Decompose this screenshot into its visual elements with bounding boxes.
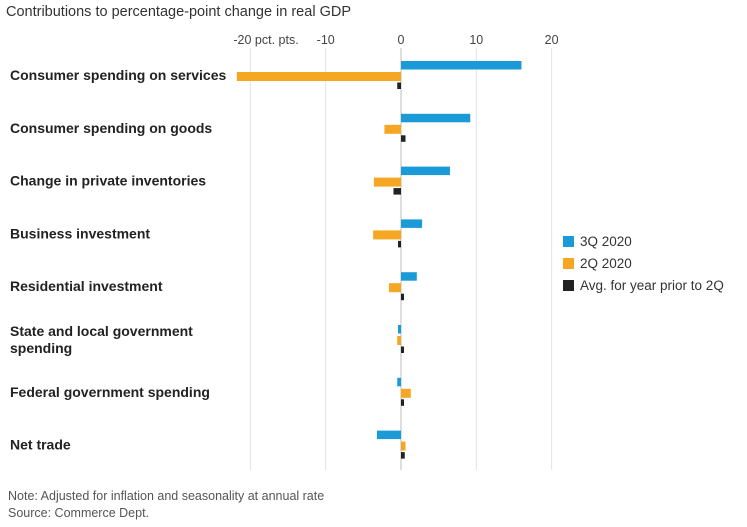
legend-label-avg-prior-year: Avg. for year prior to 2Q xyxy=(580,278,724,293)
chart-footer: Note: Adjusted for inflation and seasona… xyxy=(8,488,324,522)
category-label-3: Business investment xyxy=(10,225,150,241)
bars xyxy=(237,61,522,459)
bar-series-1-cat-6 xyxy=(401,389,411,398)
bar-series-2-cat-3 xyxy=(398,241,401,248)
bar-series-0-cat-0 xyxy=(401,61,521,70)
legend-item-3q-2020: 3Q 2020 xyxy=(563,230,724,252)
bar-series-1-cat-0 xyxy=(237,72,401,81)
category-label-0: Consumer spending on services xyxy=(10,67,226,83)
x-tick-label-1: -10 xyxy=(317,33,335,47)
legend-swatch-avg-prior-year xyxy=(563,280,574,291)
legend-item-2q-2020: 2Q 2020 xyxy=(563,252,724,274)
bar-series-2-cat-2 xyxy=(393,188,401,195)
bar-series-0-cat-7 xyxy=(377,431,401,440)
bar-series-1-cat-2 xyxy=(374,178,401,187)
legend: 3Q 2020 2Q 2020 Avg. for year prior to 2… xyxy=(563,230,724,296)
bar-series-2-cat-4 xyxy=(401,294,404,301)
legend-label-3q-2020: 3Q 2020 xyxy=(580,234,632,249)
legend-swatch-3q-2020 xyxy=(563,236,574,247)
x-tick-label-3: 10 xyxy=(469,33,483,47)
bar-series-2-cat-0 xyxy=(397,83,401,90)
category-labels: Consumer spending on services Consumer sp… xyxy=(10,67,226,453)
category-label-6: Federal government spending xyxy=(10,384,210,400)
bar-series-2-cat-7 xyxy=(401,452,405,459)
bar-series-0-cat-3 xyxy=(401,219,422,228)
category-label-5-line-1: spending xyxy=(10,340,72,356)
bar-series-2-cat-6 xyxy=(401,399,404,406)
bar-series-1-cat-5 xyxy=(397,336,401,345)
bar-series-0-cat-5 xyxy=(398,325,401,334)
category-label-7: Net trade xyxy=(10,437,71,453)
bar-series-0-cat-4 xyxy=(401,272,417,281)
x-tick-label-0: -20 pct. pts. xyxy=(233,33,298,47)
legend-item-avg-prior-year: Avg. for year prior to 2Q xyxy=(563,274,724,296)
category-label-2: Change in private inventories xyxy=(10,173,206,189)
chart-note: Note: Adjusted for inflation and seasona… xyxy=(8,488,324,505)
bar-series-1-cat-7 xyxy=(401,442,406,451)
bar-series-1-cat-3 xyxy=(373,230,401,239)
category-label-1: Consumer spending on goods xyxy=(10,120,212,136)
category-label-4: Residential investment xyxy=(10,278,163,294)
chart-source: Source: Commerce Dept. xyxy=(8,505,324,522)
gridlines xyxy=(250,48,551,470)
bar-series-1-cat-1 xyxy=(384,125,401,134)
bar-series-1-cat-4 xyxy=(389,283,401,292)
bar-series-2-cat-5 xyxy=(401,347,404,354)
legend-label-2q-2020: 2Q 2020 xyxy=(580,256,632,271)
bar-series-0-cat-6 xyxy=(397,378,401,387)
legend-swatch-2q-2020 xyxy=(563,258,574,269)
bar-series-2-cat-1 xyxy=(401,135,406,142)
x-tick-label-2: 0 xyxy=(398,33,405,47)
bar-series-0-cat-2 xyxy=(401,167,450,176)
category-label-5-line-0: State and local government xyxy=(10,323,193,339)
x-tick-label-4: 20 xyxy=(545,33,559,47)
bar-series-0-cat-1 xyxy=(401,114,470,123)
x-axis-ticks: -20 pct. pts. -10 0 10 20 xyxy=(233,33,558,47)
